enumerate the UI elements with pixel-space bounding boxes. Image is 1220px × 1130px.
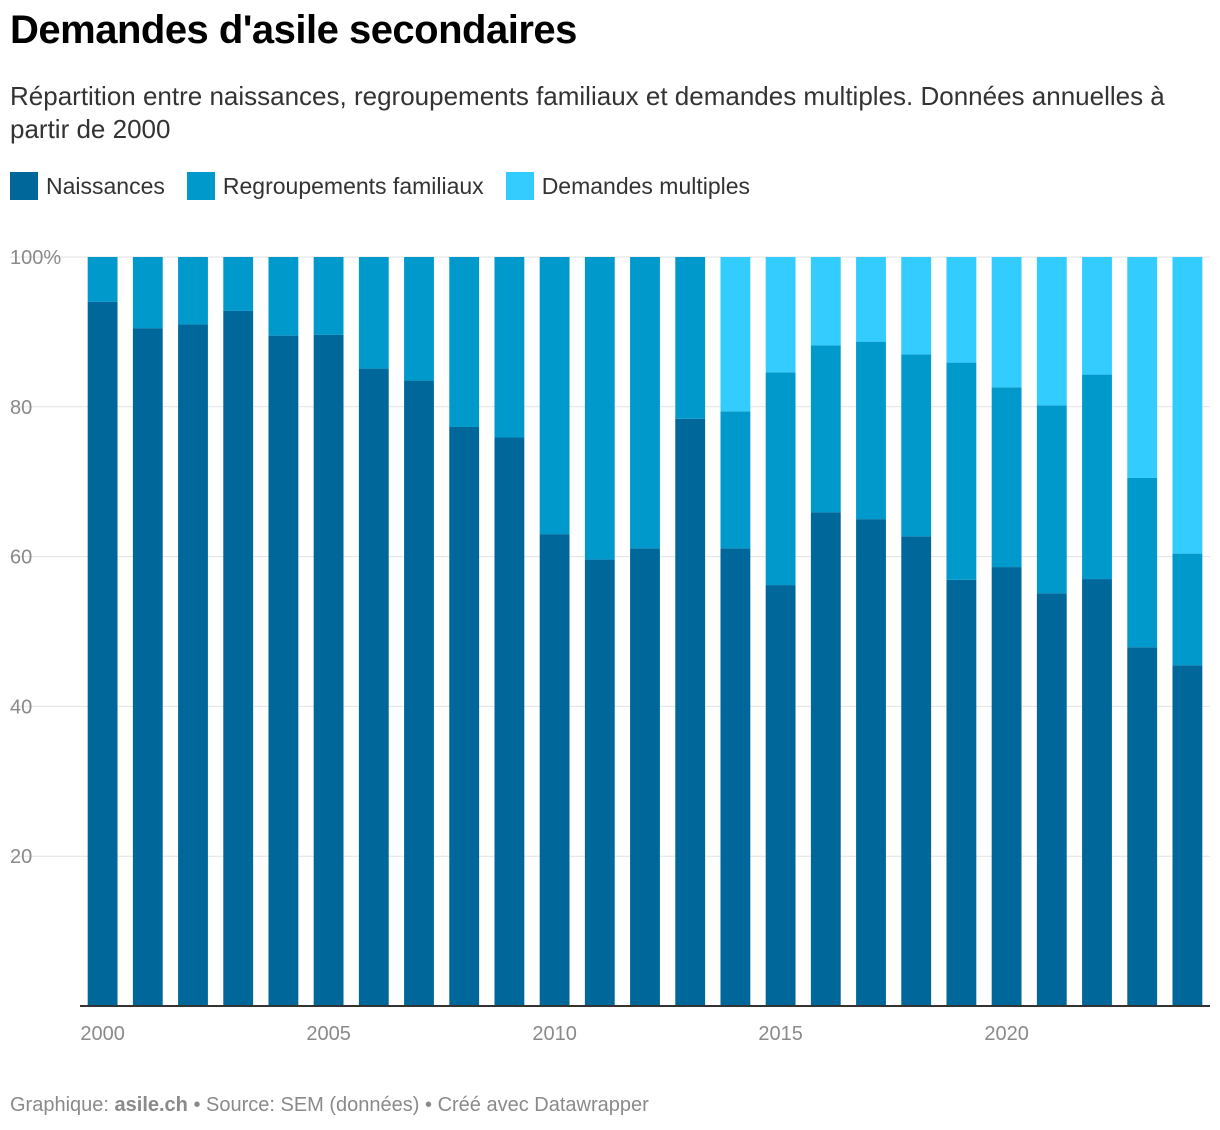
- bar-2024-regroupements-familiaux[interactable]: [1172, 553, 1203, 666]
- bar-2022-naissances[interactable]: [1082, 579, 1112, 1006]
- bar-2023-demandes-multiples[interactable]: [1127, 257, 1158, 478]
- bar-2021-naissances[interactable]: [1036, 593, 1067, 1006]
- bar-2015-naissances[interactable]: [765, 585, 796, 1006]
- bar-2019-naissances[interactable]: [946, 579, 977, 1006]
- legend-item-naissances: Naissances: [10, 172, 165, 200]
- footer-prefix: Graphique:: [10, 1094, 115, 1116]
- bar-2020-naissances[interactable]: [991, 567, 1022, 1006]
- legend-item-demandes-multiples: Demandes multiples: [505, 172, 751, 200]
- bar-2024-naissances[interactable]: [1172, 665, 1203, 1006]
- bar-2008-regroupements-familiaux[interactable]: [449, 257, 480, 428]
- bar-2015-demandes-multiples[interactable]: [765, 257, 796, 373]
- stacked-bar-chart: 20 40 60 80 100% 2000 2005 2010 2015 2020: [10, 247, 1210, 1045]
- footer-brand-link[interactable]: asile.ch: [114, 1094, 188, 1116]
- bar-2002-regroupements-familiaux[interactable]: [178, 257, 208, 325]
- legend-label-naissances: Naissances: [46, 172, 165, 199]
- bar-2013-regroupements-familiaux[interactable]: [675, 257, 706, 419]
- bar-2021-demandes-multiples[interactable]: [1036, 257, 1067, 406]
- bar-2019-demandes-multiples[interactable]: [946, 257, 977, 363]
- legend-item-regroupements: Regroupements familiaux: [186, 172, 484, 200]
- bar-2012-naissances[interactable]: [630, 548, 660, 1006]
- bar-2014-demandes-multiples[interactable]: [720, 257, 751, 412]
- bar-2022-regroupements-familiaux[interactable]: [1082, 374, 1112, 580]
- chart-title: Demandes d'asile secondaires: [10, 8, 577, 52]
- bar-2011-naissances[interactable]: [584, 559, 615, 1006]
- bar-2017-regroupements-familiaux[interactable]: [856, 341, 886, 520]
- bar-2016-regroupements-familiaux[interactable]: [810, 345, 841, 513]
- bar-2011-regroupements-familiaux[interactable]: [584, 257, 615, 560]
- bar-2015-regroupements-familiaux[interactable]: [765, 372, 796, 586]
- legend-label-regroupements: Regroupements familiaux: [222, 172, 484, 199]
- bar-2005-regroupements-familiaux[interactable]: [313, 257, 344, 335]
- footer-source: • Source: SEM (données) • Créé avec Data…: [187, 1094, 649, 1116]
- bar-2024-demandes-multiples[interactable]: [1172, 257, 1203, 554]
- bar-2008-naissances[interactable]: [449, 427, 480, 1006]
- x-axis-ticks: 2000 2005 2010 2015 2020: [80, 1023, 1029, 1045]
- x-tick-label-2020: 2020: [984, 1023, 1029, 1045]
- bar-2018-demandes-multiples[interactable]: [901, 257, 932, 355]
- bar-2013-naissances[interactable]: [675, 418, 706, 1006]
- bar-2009-naissances[interactable]: [494, 437, 525, 1006]
- bar-2014-regroupements-familiaux[interactable]: [720, 411, 751, 549]
- legend-swatch-regroupements: [186, 172, 215, 200]
- legend-swatch-demandes-multiples: [505, 172, 534, 200]
- bar-2004-naissances[interactable]: [268, 335, 299, 1006]
- bar-2003-naissances[interactable]: [223, 310, 254, 1007]
- bar-2017-demandes-multiples[interactable]: [856, 257, 886, 342]
- bar-2023-naissances[interactable]: [1127, 647, 1158, 1006]
- y-tick-label-40: 40: [10, 696, 32, 718]
- bar-2006-naissances[interactable]: [358, 368, 389, 1006]
- bar-2012-regroupements-familiaux[interactable]: [630, 257, 660, 549]
- y-tick-label-60: 60: [10, 547, 32, 569]
- bar-2004-regroupements-familiaux[interactable]: [268, 257, 299, 336]
- bar-2007-regroupements-familiaux[interactable]: [404, 257, 434, 381]
- x-tick-label-2005: 2005: [306, 1023, 351, 1045]
- bar-2023-regroupements-familiaux[interactable]: [1127, 477, 1158, 648]
- bar-2016-naissances[interactable]: [810, 512, 841, 1006]
- bar-2006-regroupements-familiaux[interactable]: [358, 257, 389, 369]
- bar-2020-regroupements-familiaux[interactable]: [991, 387, 1022, 568]
- bar-2007-naissances[interactable]: [404, 380, 434, 1006]
- bar-2018-regroupements-familiaux[interactable]: [901, 354, 932, 537]
- legend: Naissances Regroupements familiaux Deman…: [10, 172, 772, 200]
- y-tick-label-20: 20: [10, 846, 32, 868]
- bar-2005-naissances[interactable]: [313, 334, 344, 1006]
- chart-subtitle: Répartition entre naissances, regroupeme…: [10, 81, 1165, 144]
- footer-credits: Graphique: asile.ch • Source: SEM (donné…: [10, 1094, 649, 1117]
- x-tick-label-2015: 2015: [758, 1023, 803, 1045]
- bar-2000-regroupements-familiaux[interactable]: [87, 257, 118, 302]
- bar-2009-regroupements-familiaux[interactable]: [494, 257, 525, 438]
- bar-2001-naissances[interactable]: [132, 328, 163, 1006]
- bar-2002-naissances[interactable]: [178, 324, 208, 1006]
- bar-2018-naissances[interactable]: [901, 536, 932, 1006]
- bar-2021-regroupements-familiaux[interactable]: [1036, 405, 1067, 594]
- bar-2000-naissances[interactable]: [87, 301, 118, 1006]
- bars: [87, 257, 1203, 1007]
- x-tick-label-2000: 2000: [80, 1023, 125, 1045]
- bar-2001-regroupements-familiaux[interactable]: [132, 257, 163, 329]
- legend-swatch-naissances: [10, 172, 38, 200]
- bar-2010-naissances[interactable]: [539, 534, 570, 1006]
- y-axis-ticks: 20 40 60 80 100%: [10, 247, 61, 868]
- bar-2003-regroupements-familiaux[interactable]: [223, 257, 254, 311]
- bar-2019-regroupements-familiaux[interactable]: [946, 362, 977, 580]
- x-tick-label-2010: 2010: [532, 1023, 577, 1045]
- bar-2016-demandes-multiples[interactable]: [810, 257, 841, 346]
- bar-2017-naissances[interactable]: [856, 519, 886, 1006]
- bar-2010-regroupements-familiaux[interactable]: [539, 257, 570, 535]
- y-tick-label-80: 80: [10, 397, 32, 419]
- bar-2014-naissances[interactable]: [720, 548, 751, 1006]
- bar-2022-demandes-multiples[interactable]: [1082, 257, 1112, 375]
- y-tick-label-100: 100%: [10, 247, 61, 269]
- bar-2020-demandes-multiples[interactable]: [991, 257, 1022, 388]
- legend-label-demandes-multiples: Demandes multiples: [541, 172, 751, 199]
